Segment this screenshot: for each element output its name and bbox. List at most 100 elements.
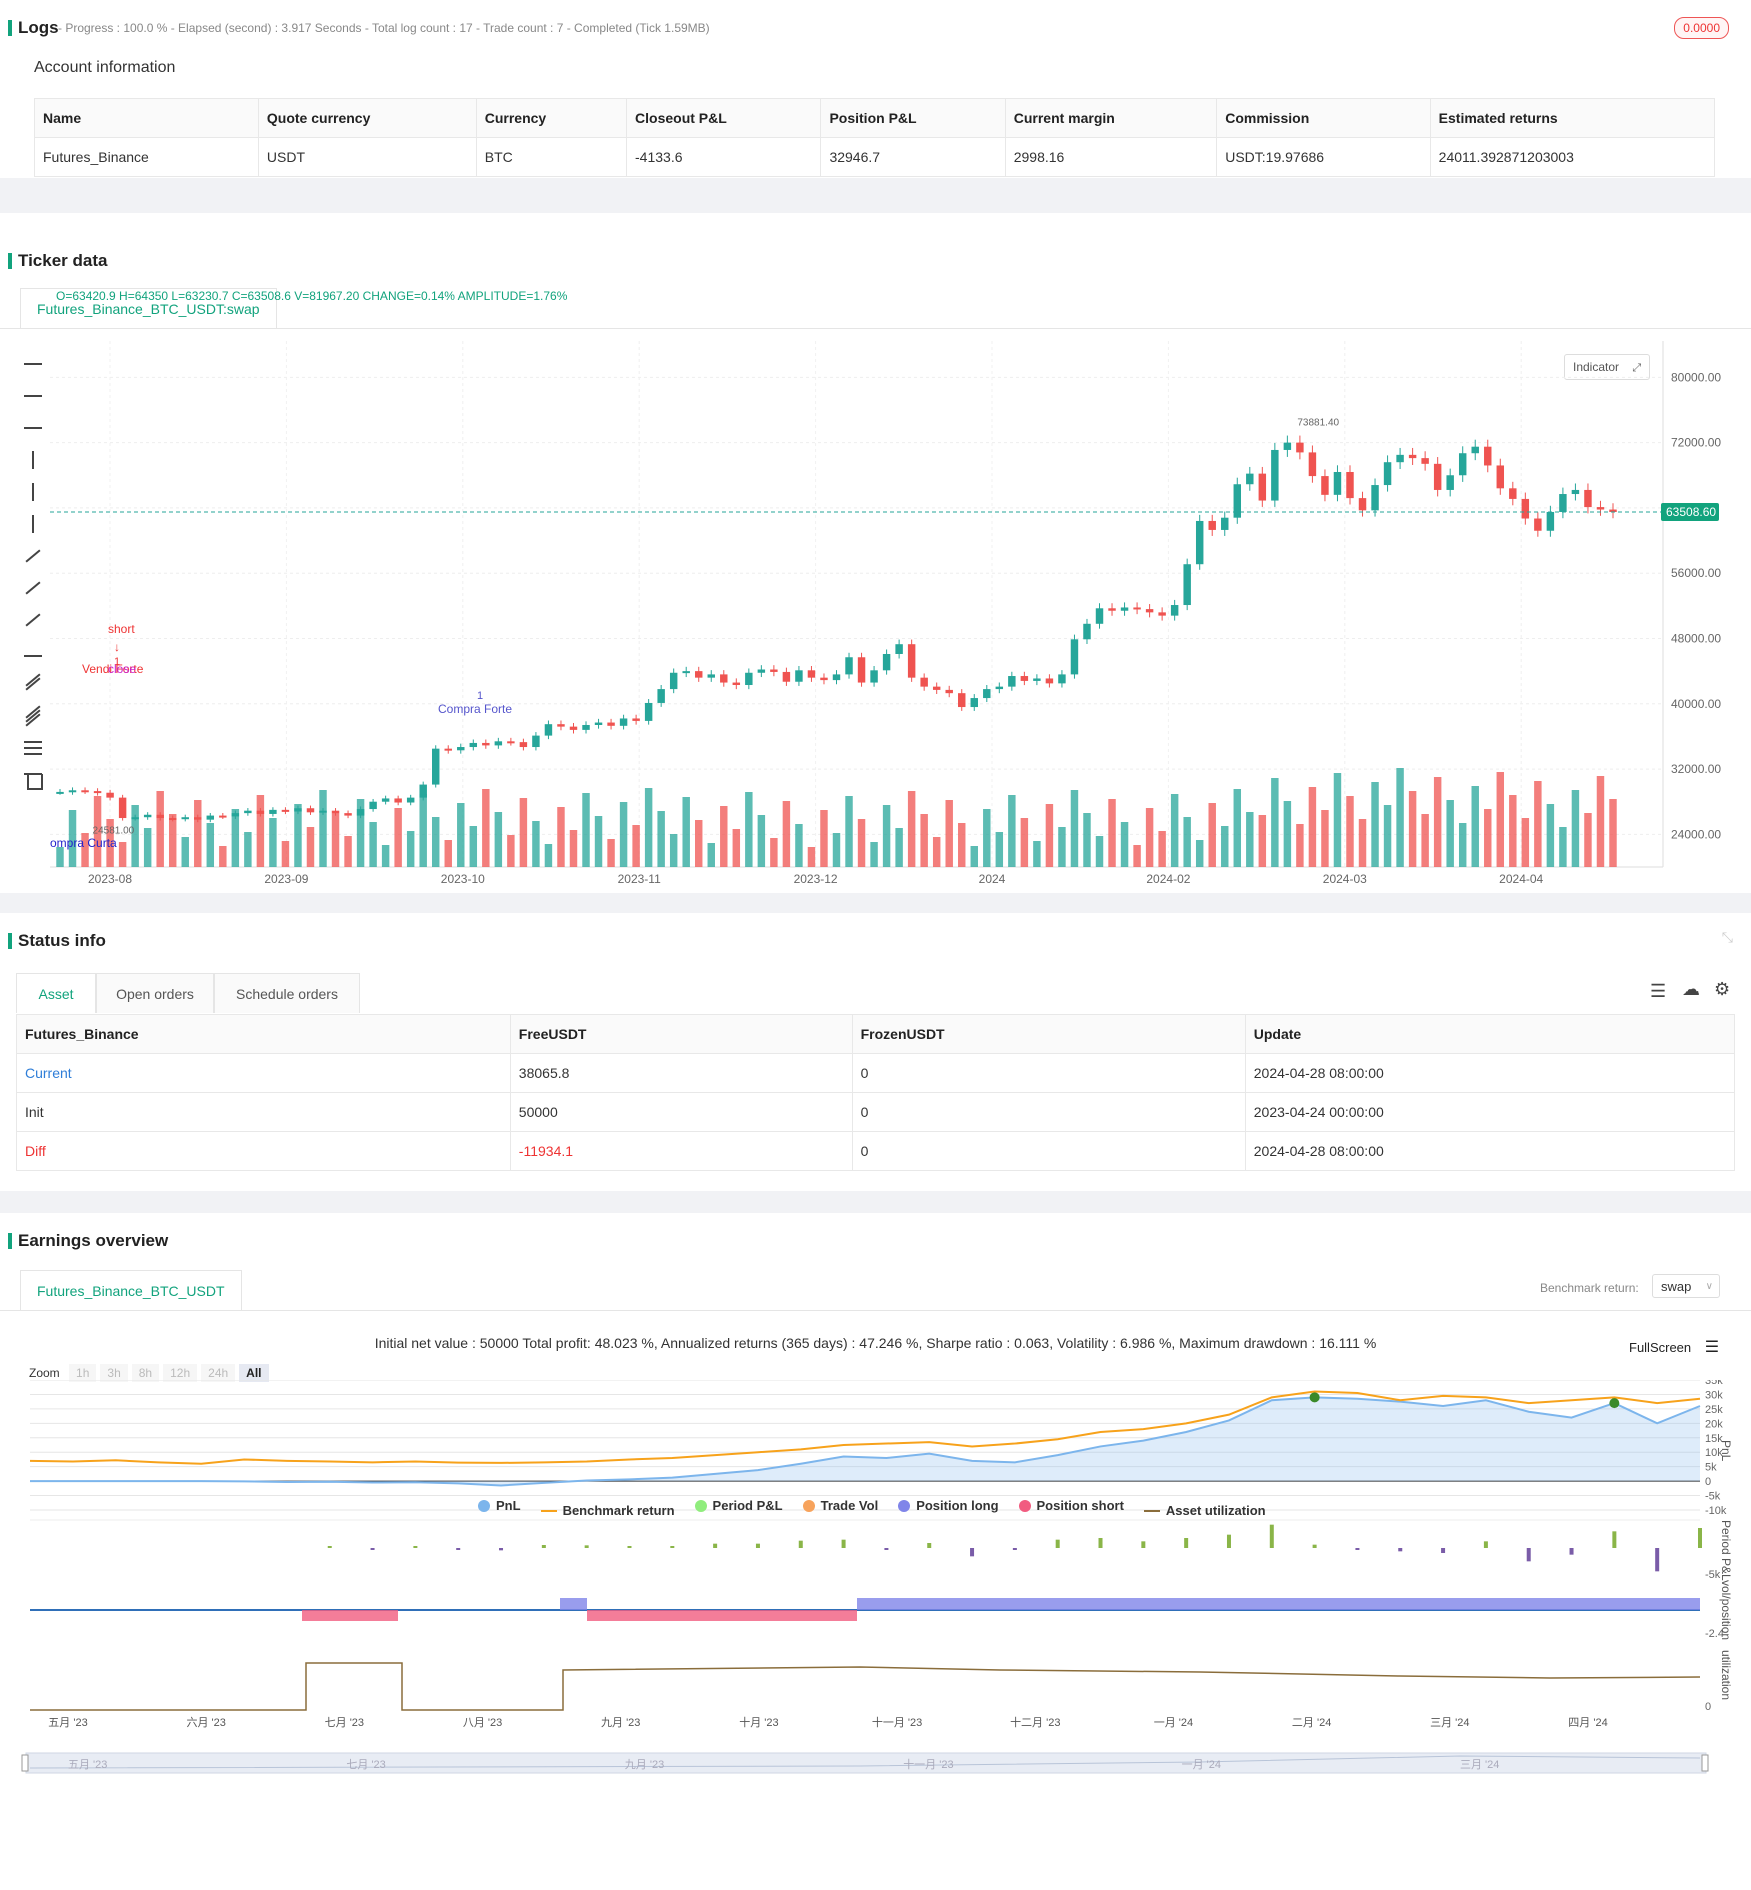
- indicator-button[interactable]: Indicator ⤢: [1564, 354, 1651, 380]
- legend-item[interactable]: Asset utilization: [1143, 1503, 1266, 1518]
- candle-body: [482, 742, 490, 746]
- candle-body: [244, 810, 252, 814]
- candle-body: [807, 670, 816, 678]
- asset-cell: 50000: [509, 1092, 853, 1132]
- candle-body: [995, 686, 1004, 690]
- volume-bar: [895, 828, 903, 867]
- earnings-chart[interactable]: -10k-5k05k10k15k20k25k30k35kPnL-5kPeriod…: [0, 1380, 1751, 1890]
- horizontal-line-tool-icon[interactable]: [22, 355, 44, 373]
- legend-label: PnL: [496, 1498, 521, 1513]
- price-range-tool-icon[interactable]: [22, 515, 44, 533]
- axis-title: Period P&L: [1719, 1520, 1733, 1581]
- account-cell: BTC: [475, 137, 628, 177]
- candle-body: [845, 657, 853, 675]
- volume-bar: [56, 847, 64, 867]
- candle-body: [93, 791, 102, 794]
- candle-body: [958, 693, 966, 708]
- zoom-12h[interactable]: 12h: [163, 1364, 198, 1382]
- axis-title: vol/position: [1719, 1580, 1733, 1640]
- expand-icon[interactable]: ⤢: [1632, 362, 1642, 374]
- period-pnl-bar: [1698, 1528, 1702, 1548]
- volume-bar: [857, 819, 866, 867]
- legend-item[interactable]: Benchmark return: [540, 1503, 675, 1518]
- asset-cell: Diff: [16, 1131, 511, 1171]
- extended-line-tool-icon[interactable]: [22, 419, 44, 437]
- horizontal-ray-tool-icon[interactable]: [22, 387, 44, 405]
- candle-body: [945, 689, 953, 694]
- zoom-3h[interactable]: 3h: [100, 1364, 128, 1382]
- logs-panel: Logs - Progress : 100.0 % - Elapsed (sec…: [0, 0, 1751, 178]
- y-tick-label: -10k: [1705, 1505, 1727, 1517]
- zoom-24h[interactable]: 24h: [201, 1364, 236, 1382]
- account-cell: 2998.16: [1004, 137, 1218, 177]
- navigator-tick-label: 一月 '24: [1182, 1759, 1221, 1771]
- legend-label: Benchmark return: [562, 1503, 675, 1518]
- text-tool-icon[interactable]: [22, 643, 44, 661]
- tab-open-orders[interactable]: Open orders: [96, 973, 214, 1013]
- candle-body: [306, 808, 315, 813]
- volume-bar: [594, 816, 603, 867]
- legend-item[interactable]: Position long: [898, 1498, 999, 1513]
- tab-asset[interactable]: Asset: [16, 973, 96, 1013]
- candlestick-chart[interactable]: 24000.00 32000.00 40000.00 48000.00 56000.00…: [0, 333, 1751, 893]
- cloud-download-icon[interactable]: ☁: [1682, 979, 1700, 999]
- candle-body: [1371, 485, 1379, 511]
- candle-body: [344, 813, 352, 816]
- max-point-marker: [1309, 1392, 1320, 1403]
- list-icon[interactable]: ☰: [1650, 981, 1667, 1001]
- volume-bar: [1258, 815, 1267, 867]
- x-tick-label: 2024-02: [1146, 872, 1190, 886]
- tab-ticker-symbol[interactable]: Futures_Binance_BTC_USDT:swap: [20, 288, 277, 329]
- candle-body: [1258, 473, 1267, 501]
- legend-item[interactable]: Period P&L: [694, 1498, 783, 1513]
- volume-bar: [1421, 814, 1429, 867]
- period-pnl-bar: [456, 1548, 461, 1550]
- settings-gear-icon[interactable]: ⚙: [1714, 979, 1731, 999]
- period-pnl-bar: [1226, 1534, 1231, 1548]
- legend-marker: [1018, 1499, 1031, 1512]
- trash-icon[interactable]: [22, 771, 44, 790]
- vertical-ray-tool-icon[interactable]: [22, 483, 44, 501]
- candle-body: [594, 722, 603, 725]
- x-tick-label: 十一月 '23: [872, 1715, 922, 1729]
- zoom-8h[interactable]: 8h: [131, 1364, 160, 1382]
- hamburger-menu-icon[interactable]: ☰: [1704, 1339, 1720, 1356]
- x-tick-label: 2024-04: [1499, 872, 1543, 886]
- legend-item[interactable]: Position short: [1018, 1498, 1124, 1513]
- volume-bar: [1321, 810, 1329, 867]
- vertical-line-tool-icon[interactable]: [22, 451, 44, 469]
- candle-body: [983, 689, 991, 699]
- volume-bar: [406, 831, 415, 867]
- tab-earnings-symbol[interactable]: Futures_Binance_BTC_USDT: [20, 1270, 242, 1311]
- legend-marker: [898, 1499, 911, 1512]
- collapse-icon[interactable]: ⤡: [1721, 929, 1733, 945]
- fib-retracement-tool-icon[interactable]: [22, 739, 44, 757]
- benchmark-select[interactable]: swap ∨: [1652, 1274, 1720, 1298]
- candle-body: [1158, 612, 1166, 616]
- volume-bar: [168, 814, 177, 867]
- candle-body: [143, 814, 152, 818]
- tab-schedule-orders[interactable]: Schedule orders: [214, 973, 360, 1013]
- x-tick-label: 2024: [979, 872, 1006, 886]
- period-pnl-bar: [627, 1546, 632, 1548]
- legend-item[interactable]: Trade Vol: [802, 1498, 878, 1513]
- period-pnl-bar: [755, 1543, 760, 1548]
- volume-bar: [820, 810, 828, 867]
- candle-body: [1221, 517, 1229, 530]
- zoom-All[interactable]: All: [239, 1364, 269, 1382]
- candle-body: [1033, 678, 1041, 681]
- candle-body: [932, 686, 941, 690]
- candle-body: [219, 815, 227, 818]
- zoom-1h[interactable]: 1h: [69, 1364, 97, 1382]
- volume-bar: [319, 790, 327, 867]
- volume-bar: [1571, 790, 1580, 867]
- legend-item[interactable]: PnL: [478, 1498, 521, 1513]
- candle-body: [469, 742, 478, 748]
- volume-bar: [907, 791, 916, 867]
- volume-bar: [582, 793, 590, 867]
- fullscreen-button[interactable]: FullScreen ☰: [1629, 1339, 1720, 1356]
- utilization-line: [30, 1662, 1701, 1711]
- candle-body: [582, 724, 590, 730]
- candle-body: [419, 784, 427, 798]
- asset-col-header: Update: [1244, 1014, 1736, 1054]
